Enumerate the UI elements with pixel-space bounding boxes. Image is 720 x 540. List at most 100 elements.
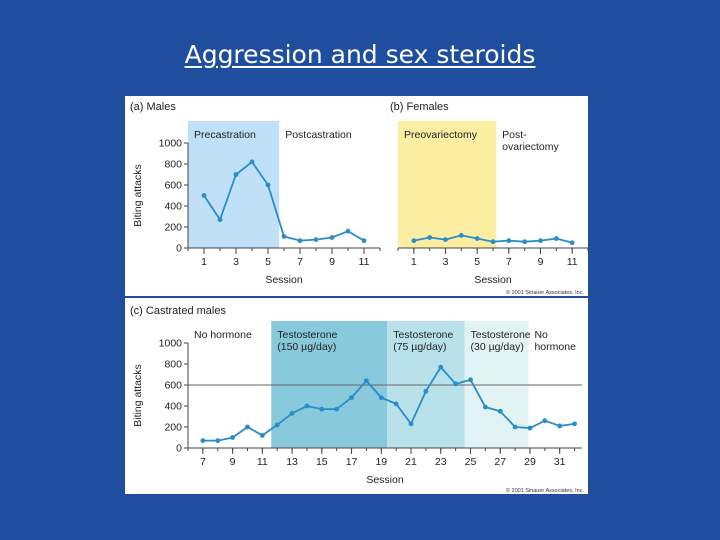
- x-tick-label-c: 19: [375, 456, 387, 468]
- data-point-c: [289, 410, 295, 416]
- panel-label-a: (a) Males: [130, 101, 176, 113]
- data-point-c: [512, 424, 518, 430]
- x-tick-label-b: 7: [506, 256, 512, 268]
- data-point-c: [468, 377, 473, 383]
- data-point-c: [393, 401, 399, 407]
- region-label-c-2: Testosterone (75 µg/day): [393, 329, 453, 353]
- x-tick-label-a: 11: [359, 256, 370, 268]
- x-tick-label-c: 13: [286, 456, 298, 468]
- data-point-a: [329, 235, 335, 240]
- data-point-b: [569, 240, 575, 246]
- data-point-a: [361, 238, 367, 244]
- series-line-c: [202, 365, 575, 442]
- data-point-b: [506, 238, 512, 244]
- y-tick-label-a: 1000: [159, 138, 183, 150]
- data-point-c: [408, 421, 414, 427]
- data-point-a: [345, 228, 351, 234]
- region-band-b-0: [398, 121, 497, 248]
- data-point-a: [297, 238, 303, 244]
- y-tick-label-c: 0: [176, 443, 182, 455]
- data-point-c: [215, 438, 221, 444]
- x-tick-label-c: 23: [435, 456, 447, 468]
- x-tick-label-a: 1: [201, 256, 207, 268]
- region-label-b-1: Post-ovariectomy: [502, 129, 559, 153]
- region-label-c-0: No hormone: [194, 329, 252, 341]
- data-point-c: [542, 418, 548, 424]
- x-axis-title-b: Session: [474, 274, 512, 286]
- x-tick-label-b: 5: [474, 256, 480, 268]
- data-point-b: [553, 236, 559, 241]
- x-tick-label-b: 3: [443, 256, 449, 268]
- data-point-c: [200, 438, 206, 444]
- x-tick-label-c: 15: [316, 456, 328, 468]
- x-tick-label-c: 9: [230, 456, 236, 468]
- y-tick-label-a: 0: [176, 243, 182, 255]
- x-tick-label-c: 25: [465, 456, 477, 468]
- data-point-c: [497, 408, 503, 414]
- x-tick-label-a: 3: [233, 256, 239, 268]
- data-point-c: [230, 435, 236, 440]
- x-tick-label-c: 27: [494, 456, 506, 468]
- panel-label-b: (b) Females: [390, 101, 449, 113]
- data-point-b: [474, 236, 480, 241]
- data-point-c: [259, 433, 265, 438]
- data-point-c: [438, 364, 444, 370]
- data-point-c: [334, 406, 340, 412]
- data-point-c: [482, 404, 488, 410]
- copyright-bottom: © 2001 Sinauer Associates, Inc.: [506, 487, 585, 494]
- slide-title: Aggression and sex steroids: [184, 40, 536, 69]
- data-point-c: [319, 406, 325, 412]
- data-point-c: [423, 388, 429, 394]
- x-tick-label-b: 9: [538, 256, 544, 268]
- data-point-c: [274, 422, 280, 428]
- x-tick-label-a: 9: [329, 256, 335, 268]
- y-axis-title-a: Biting attacks: [132, 164, 144, 226]
- y-tick-label-c: 200: [164, 422, 182, 434]
- data-point-b: [538, 238, 543, 244]
- y-tick-label-c: 400: [164, 401, 182, 413]
- x-tick-label-c: 17: [346, 456, 358, 468]
- data-point-a: [313, 237, 319, 243]
- region-label-b-0: Preovariectomy: [404, 129, 478, 141]
- data-point-c: [304, 403, 310, 409]
- data-point-c: [453, 381, 459, 387]
- data-point-b: [443, 237, 448, 243]
- copyright-top: © 2001 Sinauer Associates, Inc.: [506, 289, 585, 296]
- region-label-a-1: Postcastration: [285, 129, 352, 141]
- data-point-c: [557, 423, 563, 429]
- data-point-c: [364, 378, 369, 384]
- x-tick-label-c: 31: [554, 456, 566, 468]
- data-point-a: [281, 234, 287, 239]
- x-tick-label-c: 29: [524, 456, 536, 468]
- data-point-c: [572, 421, 577, 427]
- data-point-c: [527, 425, 533, 431]
- x-tick-label-a: 7: [297, 256, 303, 268]
- x-tick-label-a: 5: [265, 256, 271, 268]
- data-point-a: [201, 193, 207, 198]
- y-tick-label-c: 600: [164, 380, 182, 392]
- region-band-a-0: [188, 121, 280, 248]
- region-label-c-3: Testosterone (30 µg/day): [471, 329, 531, 353]
- y-axis-title-c: Biting attacks: [132, 364, 144, 426]
- panel-label-c: (c) Castrated males: [130, 305, 226, 317]
- y-tick-label-a: 800: [164, 159, 182, 171]
- data-point-b: [490, 239, 496, 245]
- x-tick-label-c: 7: [200, 456, 206, 468]
- data-point-c: [378, 395, 384, 400]
- y-tick-label-c: 1000: [159, 338, 183, 350]
- x-tick-label-b: 11: [567, 256, 578, 268]
- y-tick-label-a: 400: [164, 201, 182, 213]
- data-point-a: [217, 217, 223, 223]
- x-axis-title-a: Session: [265, 274, 303, 286]
- data-point-c: [349, 395, 354, 400]
- data-point-b: [427, 235, 433, 240]
- region-label-c-1: Testosterone (150 µg/day): [277, 329, 337, 353]
- x-tick-label-c: 11: [257, 456, 268, 468]
- y-tick-label-c: 800: [164, 359, 182, 371]
- data-point-b: [522, 239, 528, 245]
- data-point-b: [411, 238, 417, 244]
- data-point-c: [245, 424, 250, 430]
- region-label-c-4: No hormone: [534, 329, 576, 353]
- x-tick-label-c: 21: [405, 456, 417, 468]
